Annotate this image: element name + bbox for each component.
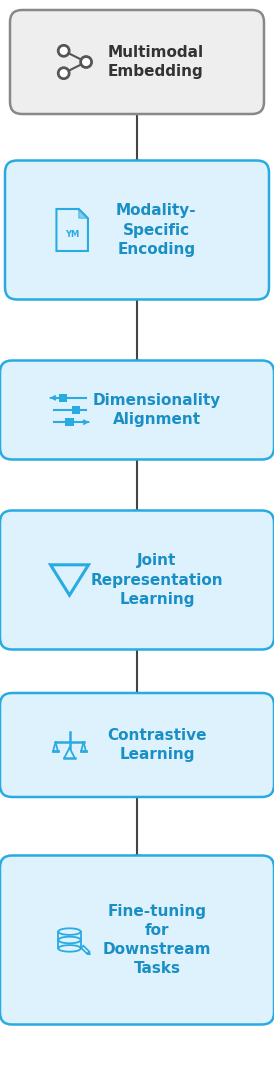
Ellipse shape	[58, 945, 81, 951]
Text: Joint
Representation
Learning: Joint Representation Learning	[91, 553, 223, 607]
Circle shape	[83, 58, 90, 66]
Circle shape	[60, 48, 67, 54]
Text: Fine-tuning
for
Downstream
Tasks: Fine-tuning for Downstream Tasks	[103, 904, 211, 976]
Circle shape	[80, 56, 92, 68]
FancyBboxPatch shape	[0, 361, 274, 459]
FancyBboxPatch shape	[5, 161, 269, 299]
FancyBboxPatch shape	[65, 418, 74, 427]
Circle shape	[60, 70, 67, 77]
Polygon shape	[79, 210, 88, 218]
Text: Modality-
Specific
Encoding: Modality- Specific Encoding	[116, 203, 196, 257]
FancyBboxPatch shape	[0, 855, 274, 1025]
FancyBboxPatch shape	[81, 946, 89, 954]
Ellipse shape	[58, 929, 81, 935]
Text: Contrastive
Learning: Contrastive Learning	[107, 728, 207, 762]
Text: YM: YM	[65, 230, 79, 239]
Text: Dimensionality
Alignment: Dimensionality Alignment	[93, 393, 221, 427]
Circle shape	[58, 44, 70, 57]
Polygon shape	[87, 951, 90, 955]
FancyBboxPatch shape	[10, 10, 264, 114]
Ellipse shape	[58, 936, 81, 943]
FancyBboxPatch shape	[0, 511, 274, 649]
FancyBboxPatch shape	[59, 394, 67, 402]
Circle shape	[58, 67, 70, 79]
FancyBboxPatch shape	[72, 406, 80, 414]
Text: Multimodal
Embedding: Multimodal Embedding	[107, 45, 204, 79]
Polygon shape	[56, 210, 88, 251]
FancyBboxPatch shape	[0, 693, 274, 797]
